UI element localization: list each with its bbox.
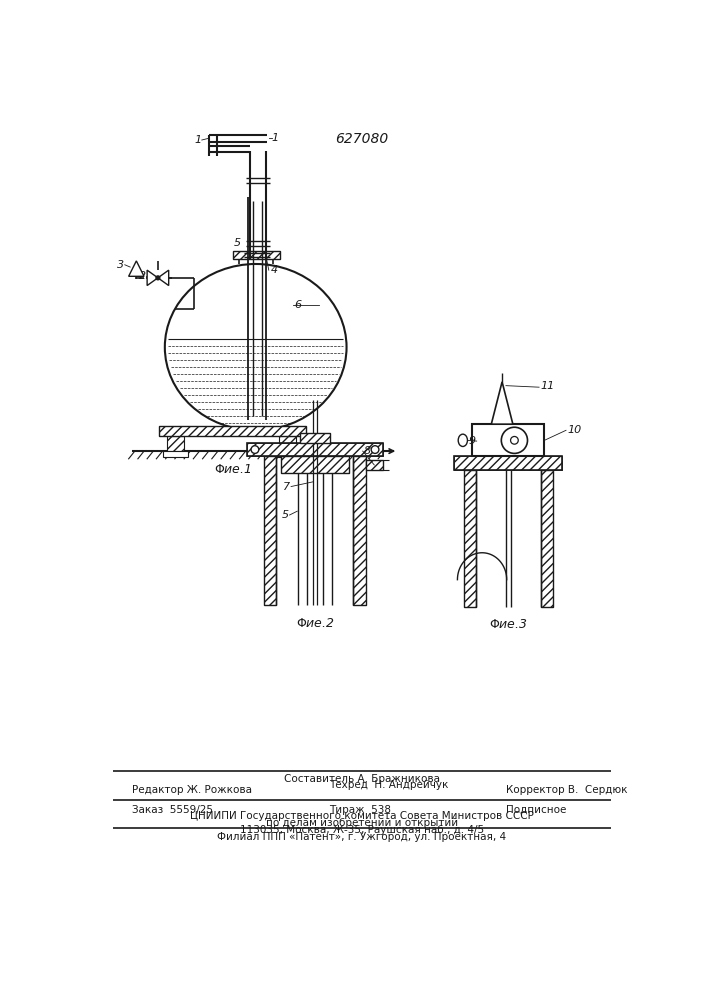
Text: $\Phi$ие.2: $\Phi$ие.2: [296, 617, 334, 630]
Text: 8: 8: [363, 446, 370, 456]
Bar: [167, 436, 184, 451]
Text: 5: 5: [281, 510, 288, 520]
Bar: [264, 456, 276, 605]
Bar: [247, 443, 382, 456]
Text: 7: 7: [284, 482, 291, 492]
Text: $\Phi$ие.1: $\Phi$ие.1: [214, 463, 252, 476]
Text: 2: 2: [139, 271, 146, 281]
Text: 3: 3: [117, 260, 124, 270]
Bar: [354, 456, 366, 605]
Text: Заказ  5559/25: Заказ 5559/25: [132, 805, 214, 815]
Bar: [247, 443, 382, 456]
Polygon shape: [129, 261, 144, 276]
Text: 5: 5: [234, 238, 241, 248]
Bar: [472, 424, 544, 456]
Bar: [160, 426, 305, 436]
Text: 4: 4: [270, 265, 277, 275]
Bar: [366, 460, 382, 470]
Bar: [163, 451, 188, 457]
Bar: [541, 470, 553, 607]
Bar: [279, 436, 296, 451]
Text: 627080: 627080: [335, 132, 389, 146]
Text: 11: 11: [541, 381, 555, 391]
Text: 6: 6: [294, 300, 301, 310]
Text: по делам изобретений и открытий: по делам изобретений и открытий: [266, 818, 458, 828]
Circle shape: [501, 427, 527, 453]
Text: 10: 10: [568, 425, 582, 435]
Text: Филиал ППП «Патент», г. Ужгород, ул. Проектная, 4: Филиал ППП «Патент», г. Ужгород, ул. Про…: [217, 832, 506, 842]
Text: Техред  Н. Андрейчук: Техред Н. Андрейчук: [329, 780, 448, 790]
Ellipse shape: [458, 434, 467, 446]
Text: 9: 9: [469, 436, 476, 446]
Text: $\Phi$ие.3: $\Phi$ие.3: [489, 618, 527, 631]
Bar: [167, 436, 184, 451]
Circle shape: [371, 446, 379, 453]
Bar: [300, 433, 330, 443]
Text: 113035, Москва, Ж-35, Раушская наб., д. 4/5: 113035, Москва, Ж-35, Раушская наб., д. …: [240, 825, 484, 835]
Bar: [264, 456, 276, 605]
Circle shape: [510, 436, 518, 444]
Bar: [233, 251, 279, 259]
Bar: [455, 456, 562, 470]
Bar: [300, 433, 330, 443]
Bar: [455, 456, 562, 470]
Bar: [354, 456, 366, 605]
Bar: [464, 470, 476, 607]
Bar: [233, 251, 279, 259]
Circle shape: [156, 276, 160, 280]
Text: Редактор Ж. Рожкова: Редактор Ж. Рожкова: [132, 785, 252, 795]
Ellipse shape: [165, 264, 346, 430]
Text: Составитель А. Бражникова: Составитель А. Бражникова: [284, 774, 440, 784]
Bar: [541, 470, 553, 607]
Text: ЦНИИПИ Государственного комитета Совета Министров СССР: ЦНИИПИ Государственного комитета Совета …: [190, 811, 534, 821]
Text: 1: 1: [271, 133, 279, 143]
Bar: [281, 456, 349, 473]
Text: Корректор В.  Сердюк: Корректор В. Сердюк: [506, 785, 627, 795]
Text: Тираж  538: Тираж 538: [329, 805, 391, 815]
Circle shape: [251, 446, 259, 453]
Bar: [366, 460, 382, 470]
Bar: [464, 470, 476, 607]
Polygon shape: [491, 382, 513, 424]
Bar: [275, 451, 300, 457]
Text: Подписное: Подписное: [506, 805, 566, 815]
Polygon shape: [147, 270, 158, 286]
Text: 1: 1: [194, 135, 201, 145]
Bar: [279, 436, 296, 451]
Bar: [281, 456, 349, 473]
Bar: [160, 426, 305, 436]
Polygon shape: [158, 270, 169, 286]
